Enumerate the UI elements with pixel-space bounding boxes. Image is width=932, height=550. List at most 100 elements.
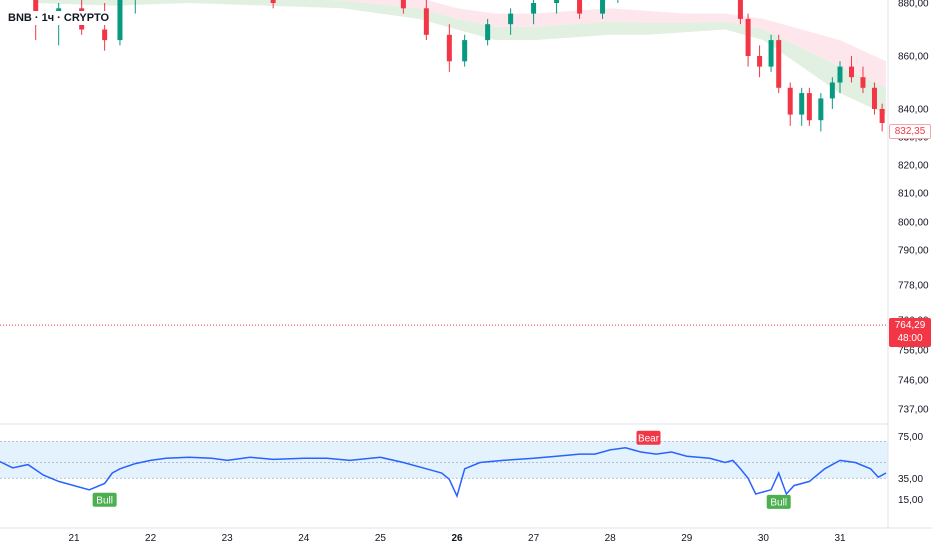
candle (617, 0, 619, 3)
bull-divergence-label: Bull (766, 494, 791, 509)
candle-body (837, 66, 843, 83)
candle (879, 103, 885, 132)
time-tick-label: 23 (222, 533, 234, 544)
candle-body (462, 40, 468, 62)
bull-divergence-label: Bull (92, 492, 117, 507)
candle-body (400, 0, 406, 9)
candle (485, 18, 491, 46)
candle-body (446, 34, 452, 62)
rsi-line (0, 447, 887, 499)
price-tick-label: 790,00 (898, 246, 929, 257)
price-tick-label: 880,00 (898, 0, 929, 10)
rsi-tick-label: 75,00 (898, 432, 923, 443)
candle-body (799, 93, 805, 115)
candle-body (806, 93, 812, 121)
candle (806, 87, 812, 126)
candle (462, 34, 468, 67)
time-tick-label: 26 (451, 533, 463, 544)
price-tick-label: 810,00 (898, 189, 929, 200)
cloud-upper-band (331, 0, 886, 88)
symbol-title[interactable]: BNB · 1ч · CRYPTO (6, 11, 112, 25)
svg-text:Bear: Bear (638, 433, 660, 444)
candle (102, 3, 108, 51)
candle (829, 77, 835, 109)
candle (423, 0, 429, 41)
candle (600, 0, 606, 19)
candle (848, 56, 854, 83)
candle-body (531, 3, 537, 14)
candle-body (860, 77, 866, 88)
candle-body (102, 29, 108, 41)
candle-body (879, 109, 885, 123)
time-axis[interactable]: 21 22 23 24 25 26 27 28 29 30 31 (0, 527, 932, 544)
current-price-tag: 764,29 48:00 (889, 318, 931, 347)
candle (446, 24, 452, 72)
rsi-tick-label: 35,00 (898, 474, 923, 485)
candle-body (871, 87, 877, 109)
candle (799, 87, 805, 126)
rsi-pane: Bull Bear Bull (0, 430, 888, 509)
candle-body (745, 18, 751, 56)
candlestick-series (33, 0, 885, 132)
candle (768, 34, 774, 72)
current-price-value: 764,29 (894, 320, 926, 331)
candle (837, 61, 843, 94)
candle-body (600, 0, 606, 14)
time-tick-label: 24 (298, 533, 310, 544)
candle-body (508, 13, 514, 25)
candle-body (776, 40, 782, 88)
candle (757, 45, 763, 78)
price-tick-label: 840,00 (898, 105, 929, 116)
candle (818, 93, 824, 132)
price-tick-label: 746,00 (898, 376, 929, 387)
price-tick-label: 737,00 (898, 405, 929, 416)
bar-countdown: 48:00 (897, 333, 923, 344)
price-tick-label: 756,00 (898, 346, 929, 357)
candle (745, 13, 751, 67)
candle-body (829, 82, 835, 99)
candle-body (848, 66, 854, 78)
last-close-tag: 832,35 (889, 124, 931, 139)
time-tick-label: 30 (758, 533, 770, 544)
candle-body (818, 98, 824, 121)
price-axis[interactable]: 880,00860,00840,00830,00820,00810,00800,… (887, 0, 929, 424)
candle (117, 0, 123, 46)
candle (270, 0, 276, 9)
candle-body (577, 0, 583, 14)
candle-body (757, 56, 763, 67)
price-tick-label: 820,00 (898, 161, 929, 172)
svg-text:Bull: Bull (96, 495, 113, 506)
candle (577, 0, 583, 19)
candle-body (117, 0, 123, 41)
time-tick-label: 21 (68, 533, 80, 544)
candle (134, 0, 136, 14)
candle-body (737, 0, 743, 19)
time-tick-label: 28 (605, 533, 617, 544)
rsi-tick-label: 15,00 (898, 495, 923, 506)
price-tick-label: 778,00 (898, 281, 929, 292)
candle-body (787, 87, 793, 115)
candle (531, 0, 537, 25)
time-tick-label: 22 (145, 533, 157, 544)
time-tick-label: 31 (834, 533, 846, 544)
candle (787, 82, 793, 126)
candle (871, 82, 877, 115)
time-tick-label: 27 (528, 533, 540, 544)
candle-body (423, 8, 429, 35)
candle-body (270, 0, 276, 4)
candle (737, 0, 743, 25)
bear-divergence-label: Bear (636, 430, 661, 445)
candle (554, 0, 560, 14)
cloud-lower-band (35, 0, 886, 115)
candle-body (485, 24, 491, 41)
time-tick-label: 29 (681, 533, 693, 544)
rsi-axis[interactable]: 75,00 35,00 15,00 (887, 424, 923, 528)
price-tick-label: 800,00 (898, 218, 929, 229)
rsi-band (0, 441, 888, 479)
candle (508, 8, 514, 35)
candle-body (554, 0, 560, 4)
svg-text:Bull: Bull (770, 497, 787, 508)
candle (860, 66, 866, 94)
candle (400, 0, 406, 14)
